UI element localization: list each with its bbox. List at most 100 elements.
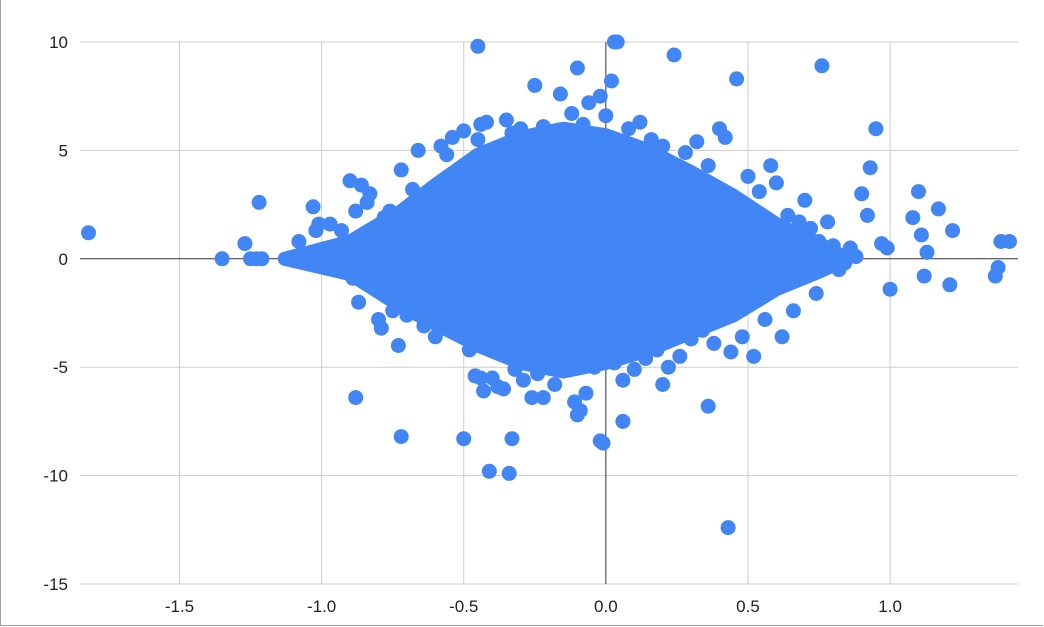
data-point — [717, 129, 733, 145]
data-point — [575, 116, 591, 132]
x-tick-label: 1.0 — [878, 597, 902, 616]
y-tick-label: -10 — [43, 467, 68, 486]
data-point — [342, 173, 358, 189]
data-point — [791, 214, 807, 230]
data-point — [683, 331, 699, 347]
data-point — [919, 244, 935, 260]
data-point — [373, 320, 389, 336]
data-point — [280, 251, 295, 267]
y-tick-label: 0 — [59, 250, 68, 269]
data-point — [405, 181, 421, 197]
data-point — [746, 348, 762, 364]
data-point — [660, 359, 676, 375]
data-point — [476, 383, 492, 399]
data-point — [422, 192, 438, 208]
data-point — [498, 112, 514, 128]
y-tick-label: -5 — [53, 358, 68, 377]
data-point — [470, 38, 486, 54]
data-point — [470, 132, 486, 148]
data-point — [311, 216, 327, 232]
data-point — [541, 134, 557, 150]
data-point — [325, 251, 341, 267]
data-point — [879, 240, 895, 256]
data-point — [700, 398, 716, 414]
data-point — [504, 431, 520, 447]
data-point — [442, 314, 457, 330]
y-tick-label: -15 — [43, 575, 68, 594]
data-point — [621, 121, 637, 137]
data-point — [942, 277, 958, 293]
data-point — [305, 199, 321, 215]
data-point — [768, 175, 784, 191]
y-axis-ticks: 10 5 0 -5 -10 -15 — [43, 33, 68, 594]
data-point — [552, 86, 568, 102]
data-point — [479, 114, 494, 130]
data-point — [569, 407, 585, 423]
data-point — [868, 121, 884, 137]
data-point — [473, 370, 489, 386]
data-point — [723, 344, 739, 360]
data-point — [811, 234, 827, 249]
data-point — [604, 73, 619, 89]
data-point — [348, 390, 364, 406]
data-point — [345, 270, 361, 286]
data-point — [558, 357, 574, 373]
data-point — [362, 186, 378, 202]
data-point — [615, 413, 631, 429]
data-point — [638, 351, 654, 366]
data-point — [757, 312, 773, 327]
data-point — [774, 329, 790, 345]
data-point — [501, 465, 517, 481]
data-point — [416, 318, 432, 334]
data-point — [905, 210, 921, 226]
data-point — [763, 158, 779, 174]
data-point — [393, 429, 409, 445]
data-point — [513, 121, 529, 137]
data-point — [564, 106, 580, 121]
data-point — [666, 47, 682, 63]
x-tick-label: -0.5 — [449, 597, 478, 616]
data-point — [862, 160, 878, 176]
data-point — [848, 249, 864, 265]
data-points — [81, 34, 1017, 536]
data-point — [1002, 234, 1017, 249]
data-point — [615, 372, 631, 388]
data-point — [348, 203, 364, 219]
data-point — [297, 251, 313, 267]
data-point — [427, 329, 443, 345]
data-point — [916, 268, 932, 284]
x-tick-label: -1.5 — [165, 597, 194, 616]
x-tick-label: -1.0 — [307, 597, 336, 616]
data-point — [456, 431, 472, 447]
data-point — [649, 342, 665, 358]
data-point — [911, 184, 926, 200]
data-point — [547, 377, 563, 392]
data-point — [598, 108, 614, 124]
data-point — [382, 203, 398, 219]
data-point — [820, 214, 836, 230]
data-point — [251, 194, 267, 210]
data-point — [655, 377, 671, 392]
data-point — [677, 145, 693, 161]
data-point — [518, 149, 534, 165]
data-point — [695, 322, 710, 338]
data-point — [672, 348, 688, 364]
data-point — [501, 348, 517, 364]
x-tick-label: 0.5 — [736, 597, 760, 616]
data-point — [461, 342, 477, 358]
data-point — [450, 184, 466, 200]
data-point — [254, 251, 270, 267]
data-point — [632, 114, 648, 130]
data-point — [490, 379, 506, 395]
data-point — [643, 132, 659, 148]
data-point — [837, 255, 853, 271]
data-point — [854, 186, 870, 202]
x-tick-label: 0.0 — [594, 597, 618, 616]
data-point — [439, 147, 455, 163]
data-point — [530, 366, 546, 382]
data-point — [797, 192, 813, 208]
x-axis-ticks: -1.5 -1.0 -0.5 0.0 0.5 1.0 — [165, 597, 902, 616]
data-point — [527, 77, 543, 93]
data-point — [859, 207, 875, 223]
